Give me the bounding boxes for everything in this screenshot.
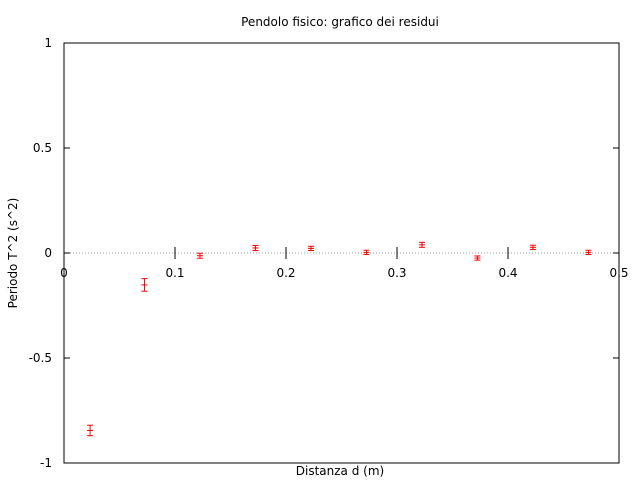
chart-title: Pendolo fisico: grafico dei residui [241,15,439,29]
y-tick-label: 1 [44,36,52,50]
x-tick-label: 0.3 [387,266,406,280]
data-point [585,249,592,255]
y-tick-label: -1 [40,456,52,470]
data-point [196,252,203,259]
data-point [418,241,425,248]
x-tick-label: 0.2 [276,266,295,280]
y-tick-label: 0.5 [33,141,52,155]
data-point [307,245,314,251]
data-point [141,278,148,292]
x-axis-label: Distanza d (m) [296,464,384,478]
y-axis-label: Periodo T^2 (s^2) [6,198,20,309]
data-point [87,424,94,437]
tick-labels-layer: 0 0.1 0.2 0.3 0.4 0.5 -1 -0.5 0 0.5 1 [29,36,629,470]
x-tick-label: 0.4 [498,266,517,280]
data-point [474,255,481,261]
data-point [363,249,370,255]
data-points-layer [87,241,592,437]
y-tick-label: -0.5 [29,351,52,365]
y-tick-label: 0 [44,246,52,260]
ticks-layer [64,147,619,359]
data-point [252,244,259,251]
x-tick-label: 0 [60,266,68,280]
x-tick-label: 0.5 [609,266,628,280]
data-point [529,244,536,250]
x-tick-label: 0.1 [165,266,184,280]
